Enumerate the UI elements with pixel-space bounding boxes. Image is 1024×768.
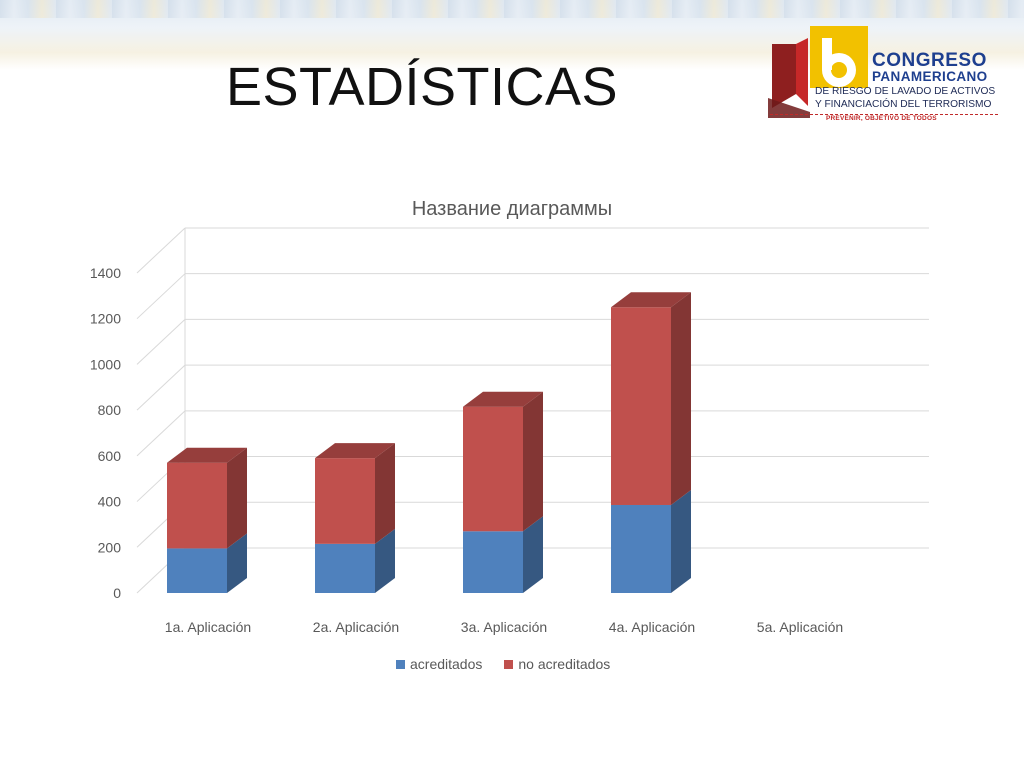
gridline-depth bbox=[136, 364, 186, 411]
bar-top bbox=[167, 447, 247, 463]
chart-legend: acreditados no acreditados bbox=[396, 655, 610, 673]
y-tick-label: 0 bbox=[113, 585, 121, 601]
y-tick-label: 800 bbox=[98, 402, 122, 418]
x-tick-label: 5a. Aplicación bbox=[757, 619, 843, 635]
gridline-depth bbox=[136, 410, 186, 457]
logo-divider bbox=[770, 114, 998, 115]
bar-segment-acreditados bbox=[315, 543, 375, 593]
bar-side bbox=[227, 533, 247, 593]
gridline-depth bbox=[136, 319, 186, 365]
y-tick-label: 600 bbox=[98, 448, 122, 464]
chart-title: Название диаграммы bbox=[412, 198, 612, 220]
bar-top bbox=[463, 391, 543, 407]
legend-item-no-acreditados: no acreditados bbox=[504, 656, 610, 672]
legend-item-acreditados: acreditados bbox=[396, 656, 482, 672]
legend-swatch-no-acreditados bbox=[504, 659, 514, 669]
legend-swatch-acreditados bbox=[396, 659, 405, 669]
gridline-depth bbox=[136, 227, 186, 274]
legend-label-no-acreditados: no acreditados bbox=[518, 656, 611, 672]
logo-line-congreso: CONGRESO bbox=[872, 50, 987, 71]
bar-segment-acreditados bbox=[167, 548, 227, 593]
bar-segment-no-acreditados bbox=[167, 462, 227, 549]
y-tick-label: 400 bbox=[98, 494, 122, 510]
header-pattern bbox=[0, 0, 1024, 18]
bar-side bbox=[523, 391, 543, 532]
bar-side bbox=[227, 447, 247, 549]
bar-top bbox=[611, 292, 691, 308]
y-tick-label: 200 bbox=[98, 539, 122, 555]
x-tick-label: 2a. Aplicación bbox=[313, 619, 399, 635]
bar-side bbox=[375, 443, 395, 544]
y-tick-label: 1200 bbox=[90, 311, 121, 327]
congress-logo: CONGRESO PANAMERICANO DE RIESGO DE LAVAD… bbox=[766, 24, 1002, 124]
logo-line-riesgo: DE RIESGO DE LAVADO DE ACTIVOS bbox=[815, 86, 996, 97]
x-tick-label: 1a. Aplicación bbox=[165, 619, 251, 635]
bar-segment-no-acreditados bbox=[463, 406, 523, 532]
bar-side bbox=[671, 292, 691, 505]
legend-label-acreditados: acreditados bbox=[410, 656, 483, 672]
logo-line-panamericano: PANAMERICANO bbox=[872, 69, 988, 84]
bar-segment-no-acreditados bbox=[611, 307, 671, 505]
y-tick-label: 1400 bbox=[90, 265, 121, 281]
logo-emblem-16 bbox=[768, 26, 868, 118]
slide-title: ESTADÍSTICAS bbox=[226, 57, 619, 117]
logo-tagline: PREVENIR, OBJETIVO DE TODOS bbox=[826, 115, 937, 122]
x-tick-label: 4a. Aplicación bbox=[609, 619, 695, 635]
bar-segment-acreditados bbox=[611, 504, 671, 593]
x-tick-label: 3a. Aplicación bbox=[461, 619, 547, 635]
bar-segment-acreditados bbox=[463, 531, 523, 593]
logo-line-financiacion: Y FINANCIACIÓN DEL TERRORISMO bbox=[815, 99, 992, 110]
bar-segment-no-acreditados bbox=[315, 458, 375, 544]
bar-side bbox=[671, 489, 691, 593]
y-tick-label: 1000 bbox=[90, 356, 121, 372]
bar-top bbox=[315, 443, 395, 459]
bar-side bbox=[523, 516, 543, 593]
bar-side bbox=[375, 528, 395, 593]
gridline-depth bbox=[136, 273, 186, 320]
